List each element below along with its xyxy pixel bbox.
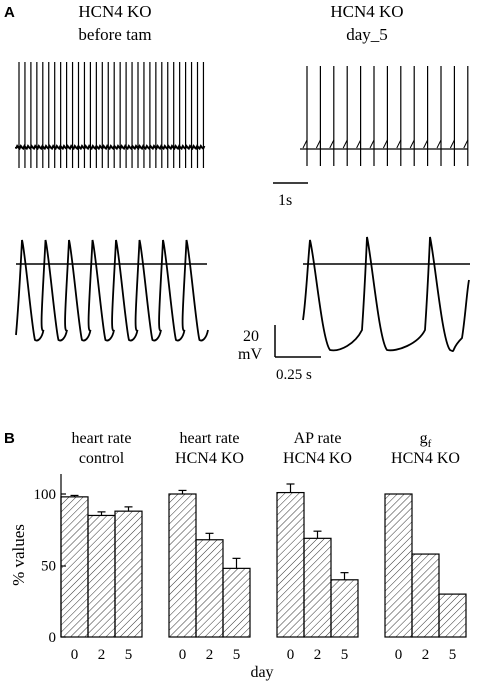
voltage-scale-value: 20 [243,328,259,345]
bar [195,539,224,638]
bar [384,493,413,638]
bar-groups: heart rate control 0 2 5 heart rate HCN4 KO 0 2 5… [60,430,467,663]
x-tick-label: 2 [422,647,430,663]
x-tick-label: 0 [71,647,79,663]
time-scale-label: 1s [278,192,292,209]
group-title-line1: gf [420,430,432,450]
group-title-subscript: f [428,438,432,450]
x-tick-label: 5 [125,647,133,663]
ap-trace-day5 [300,66,469,166]
group-title-line1: AP rate [294,430,342,447]
x-tick-label: 0 [395,647,403,663]
group-title-line2: HCN4 KO [391,450,460,467]
group-title-line2: HCN4 KO [283,450,352,467]
panel-a: A HCN4 KO before tam HCN4 KO day_5 1s 20… [4,2,470,383]
x-tick-label: 0 [287,647,295,663]
bar [222,567,251,638]
y-tick-label: 100 [34,487,57,503]
right-trace-title-line2: day_5 [346,25,388,44]
y-tick-label: 0 [49,630,57,646]
bar [330,579,359,638]
bar [60,496,89,638]
bar [168,493,197,638]
group-title-line1: heart rate [180,430,240,447]
bar-group: AP rate HCN4 KO 0 2 5 [276,430,359,663]
ap-trace-before-tam [15,62,206,168]
y-tick-label: 50 [41,559,56,575]
voltage-time-scale-bar: 20 mV 0.25 s [238,325,321,383]
left-trace-title-line2: before tam [78,25,151,44]
x-axis-label: day [250,664,273,681]
x-tick-label: 5 [341,647,349,663]
x-tick-label: 5 [449,647,457,663]
bar [303,537,332,638]
voltage-scale-unit: mV [238,346,262,363]
y-tick-labels: 0 50 100 [34,487,57,646]
time-scale-fine-label: 0.25 s [276,367,312,383]
right-trace-title-line1: HCN4 KO [330,2,403,21]
bar [276,491,305,638]
left-trace-title-line1: HCN4 KO [78,2,151,21]
bar [87,514,116,638]
x-tick-label: 2 [206,647,214,663]
time-scale-bar: 1s [273,182,308,209]
x-tick-label: 5 [233,647,241,663]
bar [411,553,440,638]
bar [438,593,467,638]
y-axis-label: % values [9,524,28,586]
panel-b-letter: B [4,430,15,447]
group-title-line2: HCN4 KO [175,450,244,467]
ap-waveform-day5 [302,236,470,352]
group-title-line2: control [79,450,125,467]
bar-group: heart rate control 0 2 5 [60,430,143,663]
group-title-line1: heart rate [72,430,132,447]
bar-group: heart rate HCN4 KO 0 2 5 [168,430,251,663]
bar [114,510,143,638]
panel-a-letter: A [4,4,15,21]
ap-waveform-before-tam [15,239,209,342]
x-tick-label: 0 [179,647,187,663]
x-tick-label: 2 [314,647,322,663]
x-tick-label: 2 [98,647,106,663]
